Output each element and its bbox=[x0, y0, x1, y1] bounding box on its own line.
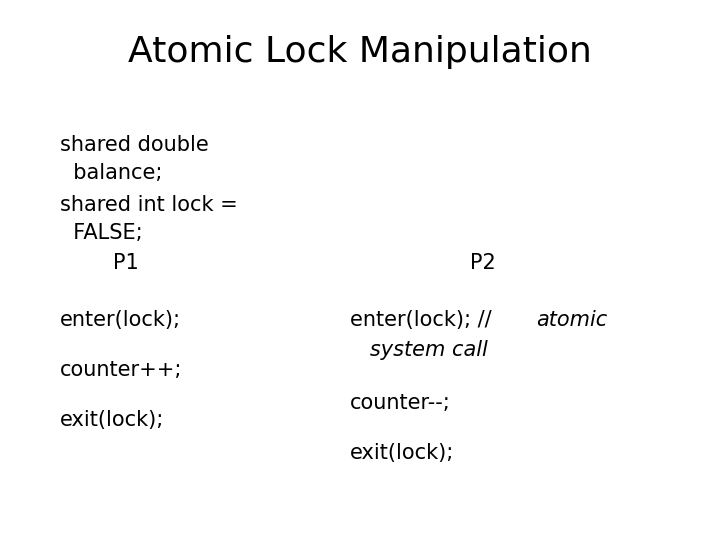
Text: FALSE;: FALSE; bbox=[60, 223, 143, 243]
Text: balance;: balance; bbox=[60, 163, 163, 183]
Text: P2: P2 bbox=[470, 253, 496, 273]
Text: P1: P1 bbox=[60, 253, 139, 273]
Text: atomic: atomic bbox=[536, 310, 607, 330]
Text: shared int lock =: shared int lock = bbox=[60, 195, 238, 215]
Text: shared double: shared double bbox=[60, 135, 209, 155]
Text: enter(lock); //: enter(lock); // bbox=[350, 310, 498, 330]
Text: exit(lock);: exit(lock); bbox=[60, 410, 164, 430]
Text: counter++;: counter++; bbox=[60, 360, 182, 380]
Text: system call: system call bbox=[350, 340, 487, 360]
Text: counter--;: counter--; bbox=[350, 393, 451, 413]
Text: Atomic Lock Manipulation: Atomic Lock Manipulation bbox=[128, 35, 592, 69]
Text: exit(lock);: exit(lock); bbox=[350, 443, 454, 463]
Text: enter(lock);: enter(lock); bbox=[60, 310, 181, 330]
